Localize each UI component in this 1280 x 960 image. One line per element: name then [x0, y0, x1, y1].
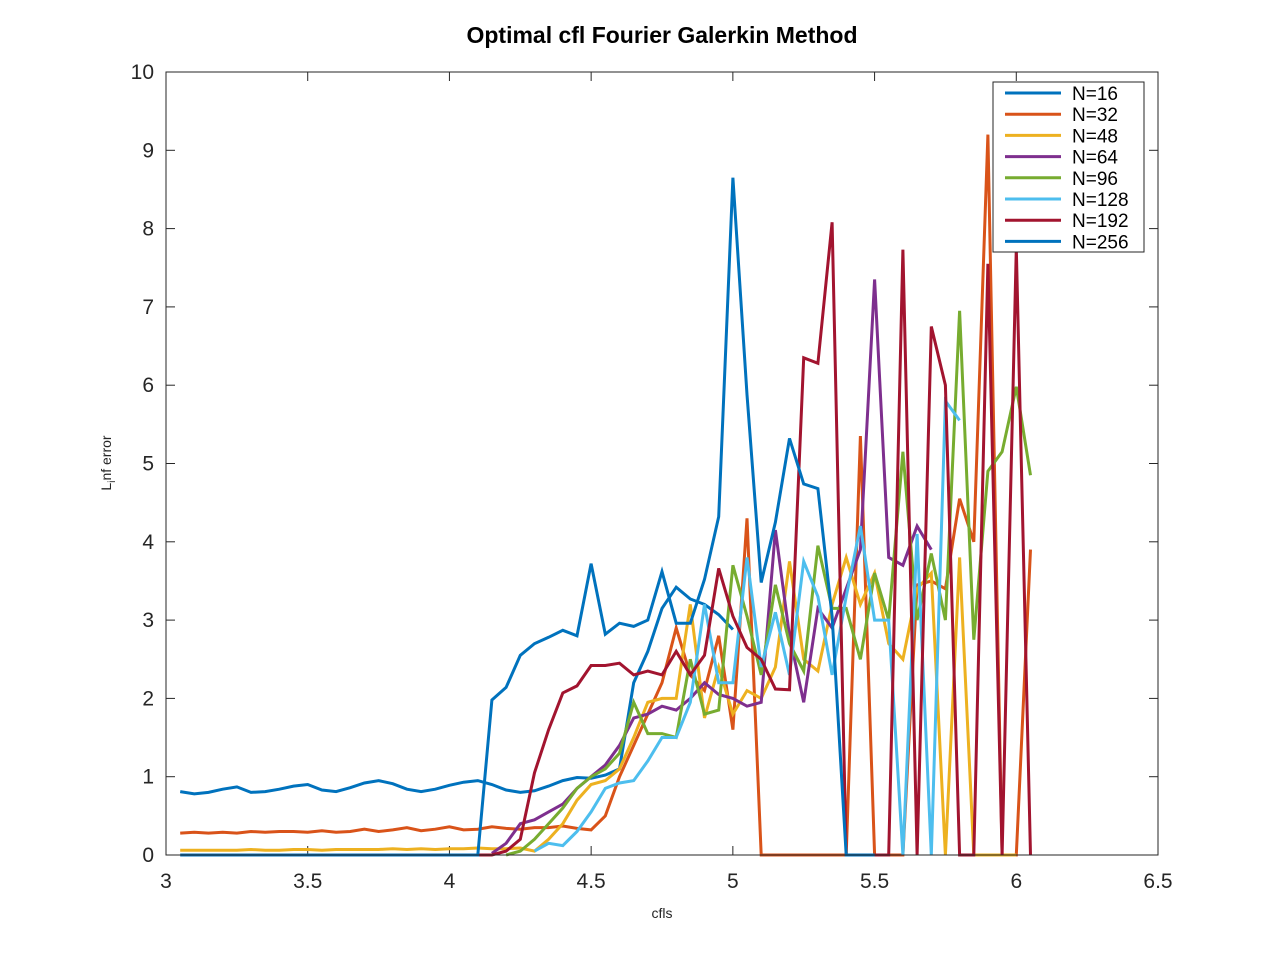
x-tick-label: 5: [727, 870, 739, 893]
series-line-n16: [179, 584, 734, 796]
legend-label: N=192: [1072, 211, 1129, 232]
y-tick-label: 7: [142, 296, 154, 319]
legend-label: N=256: [1072, 232, 1129, 253]
legend-box: [992, 81, 1145, 253]
legend-label: N=128: [1072, 190, 1129, 211]
series-line-n128: [533, 396, 961, 856]
y-tick-label: 10: [131, 61, 154, 84]
legend-label: N=32: [1072, 105, 1118, 126]
series-line-n64: [491, 279, 933, 855]
legend-label: N=64: [1072, 148, 1118, 169]
x-tick-label: 5.5: [860, 870, 889, 893]
series-line-n256: [180, 177, 875, 857]
y-tick-label: 6: [142, 374, 154, 397]
legend-label: N=96: [1072, 169, 1118, 190]
legend-label: N=16: [1072, 84, 1118, 105]
x-tick-label: 4: [444, 870, 456, 893]
y-tick-label: 9: [142, 139, 154, 162]
y-tick-label: 3: [142, 609, 154, 632]
y-axis-label: Linf error: [98, 435, 118, 490]
plot-frame: [165, 71, 1159, 856]
x-axis-label: cfls: [652, 905, 673, 921]
series-line-n96: [505, 310, 1032, 857]
y-tick-label: 1: [142, 766, 154, 789]
y-tick-label: 8: [142, 218, 154, 241]
x-tick-label: 6: [1010, 870, 1022, 893]
y-tick-label: 0: [142, 844, 154, 867]
y-tick-label: 2: [142, 687, 154, 710]
y-tick-label: 5: [142, 453, 154, 476]
x-tick-label: 3: [160, 870, 172, 893]
series-line-n192: [463, 222, 1032, 857]
x-tick-label: 3.5: [293, 870, 322, 893]
x-tick-label: 4.5: [577, 870, 606, 893]
legend-label: N=48: [1072, 126, 1118, 147]
y-tick-label: 4: [142, 531, 154, 554]
series-lines: [179, 134, 1032, 857]
x-tick-label: 6.5: [1143, 870, 1172, 893]
chart-title: Optimal cfl Fourier Galerkin Method: [466, 22, 857, 48]
